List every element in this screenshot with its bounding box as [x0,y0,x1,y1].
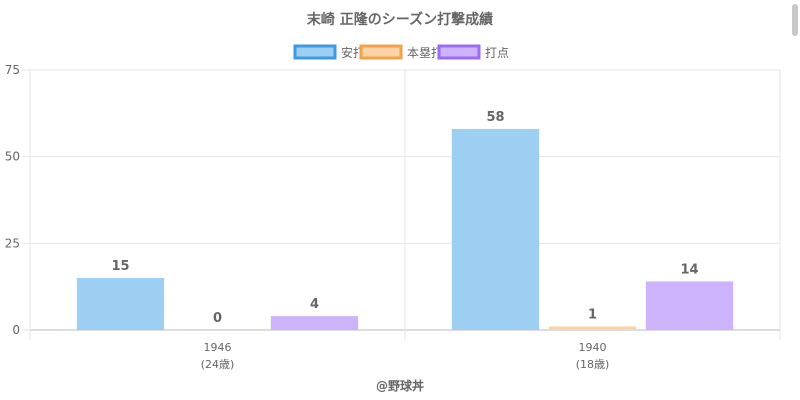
legend-label: 本塁打 [407,46,443,60]
legend-swatch [293,44,337,60]
bar-series [76,128,734,330]
credit-text: @野球丼 [376,378,424,393]
chart-title: 末崎 正隆のシーズン打撃成績 [307,11,493,28]
bar-value-label: 58 [486,110,504,125]
bar-1946-安打[interactable] [76,278,165,330]
data-labels: 15 0 4 58 1 14 [111,110,698,326]
legend-label: 安打 [341,45,365,60]
bar-value-label: 1 [588,308,597,323]
legend-swatch [359,44,403,60]
chart-legend: 安打 本塁打 打点 [293,44,509,60]
y-axis: 0 25 50 75 [5,63,20,337]
legend-item[interactable]: 本塁打 [359,44,443,60]
bar-value-label: 15 [111,259,129,274]
y-tick-label: 25 [5,236,20,250]
y-tick-label: 50 [5,150,20,164]
bar-1940-本塁打[interactable] [548,326,637,330]
legend-swatch [437,44,481,60]
bar-1940-安打[interactable] [451,128,540,330]
x-tick-sublabel: (24歳) [201,358,235,371]
y-tick-label: 0 [12,323,20,337]
x-tick-label: 1940 [579,341,607,354]
x-tick-sublabel: (18歳) [576,358,610,371]
legend-item[interactable]: 安打 [293,44,365,60]
legend-item[interactable]: 打点 [437,44,509,60]
bar-value-label: 4 [310,297,319,312]
bar-value-label: 14 [680,262,698,277]
legend-label: 打点 [485,46,509,60]
scrollbar[interactable] [792,4,798,36]
bar-1940-打点[interactable] [645,281,734,330]
bar-value-label: 0 [213,311,222,326]
y-tick-label: 75 [5,63,20,77]
bar-1946-打点[interactable] [270,316,359,330]
x-axis: 1946 (24歳) 1940 (18歳) [201,341,610,371]
x-tick-label: 1946 [204,341,232,354]
